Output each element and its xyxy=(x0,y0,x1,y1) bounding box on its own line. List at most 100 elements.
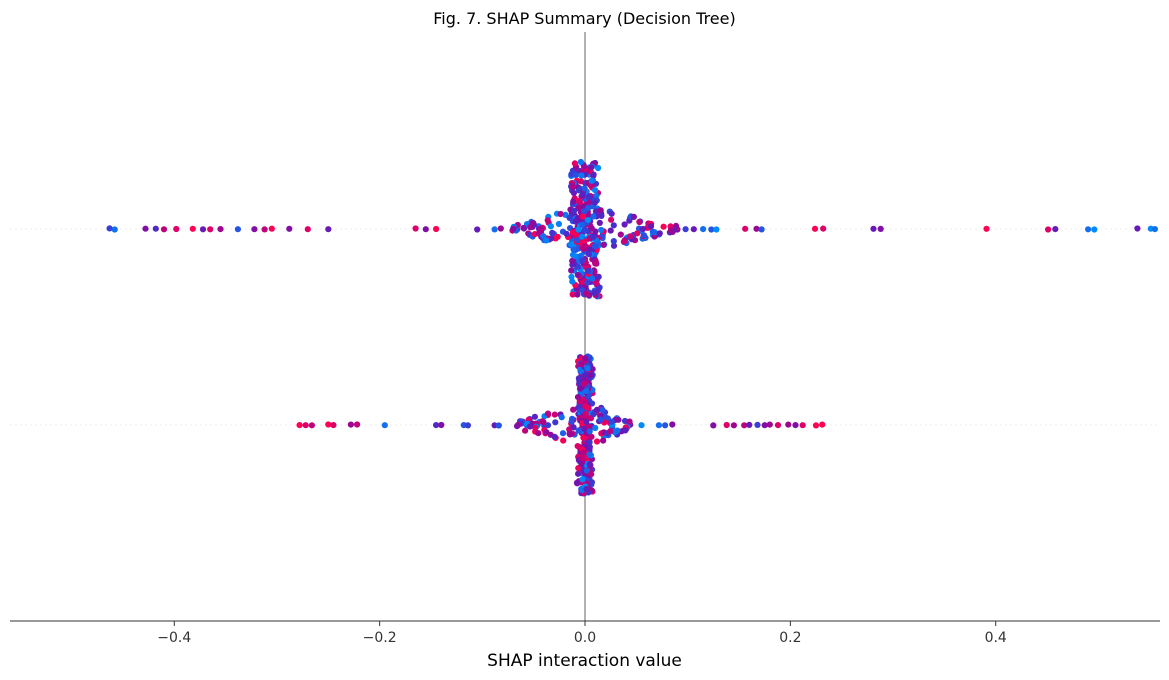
data-point xyxy=(607,227,614,234)
data-point xyxy=(568,241,575,248)
data-point xyxy=(785,421,792,428)
data-point xyxy=(580,208,588,215)
data-point xyxy=(568,273,575,280)
data-point xyxy=(588,225,595,232)
data-point xyxy=(610,238,617,245)
data-point xyxy=(531,413,539,420)
data-point xyxy=(607,428,614,435)
data-point xyxy=(592,187,599,194)
data-point xyxy=(217,226,224,233)
data-point xyxy=(580,434,587,441)
data-point xyxy=(438,421,445,429)
data-point xyxy=(575,263,582,270)
data-point xyxy=(106,225,113,232)
data-point xyxy=(579,257,586,264)
data-point xyxy=(583,290,590,297)
data-point xyxy=(575,465,582,472)
data-point xyxy=(591,289,598,296)
data-point xyxy=(559,430,567,437)
data-point xyxy=(647,223,655,230)
data-point xyxy=(586,439,593,446)
data-point xyxy=(599,406,606,413)
data-point xyxy=(579,455,586,462)
data-point xyxy=(1045,226,1052,233)
data-point xyxy=(621,238,628,245)
data-point xyxy=(576,377,583,384)
data-point xyxy=(152,225,159,232)
data-point xyxy=(566,430,573,437)
data-point xyxy=(761,422,768,429)
data-point xyxy=(586,461,593,468)
data-point xyxy=(570,424,577,431)
data-point xyxy=(433,422,440,429)
data-point xyxy=(585,212,592,219)
data-point xyxy=(207,226,214,233)
data-point xyxy=(570,406,577,413)
data-point xyxy=(746,421,753,428)
data-point xyxy=(614,427,621,434)
data-point xyxy=(325,226,332,233)
x-tick-label: 0.4 xyxy=(985,630,1007,646)
data-point xyxy=(1134,225,1141,232)
data-point xyxy=(597,207,604,214)
data-point xyxy=(690,226,697,233)
data-point xyxy=(582,411,589,418)
data-point xyxy=(758,226,765,233)
data-point xyxy=(626,418,633,425)
data-point xyxy=(582,403,589,410)
data-point xyxy=(579,221,586,228)
data-point xyxy=(574,271,582,279)
data-point xyxy=(575,470,582,477)
data-point xyxy=(544,217,551,224)
data-point xyxy=(584,365,591,372)
data-point xyxy=(590,234,597,241)
data-point xyxy=(579,213,587,220)
data-point xyxy=(591,243,599,250)
data-point xyxy=(580,380,588,387)
data-point xyxy=(412,225,419,232)
data-point xyxy=(610,222,617,229)
data-point xyxy=(1052,226,1059,233)
data-point xyxy=(570,246,577,253)
data-point xyxy=(111,226,118,233)
data-point xyxy=(638,422,645,429)
data-point xyxy=(583,388,590,395)
data-point xyxy=(574,237,581,244)
data-point xyxy=(543,429,550,436)
data-point xyxy=(491,226,498,233)
data-point xyxy=(582,355,589,362)
data-point xyxy=(526,423,534,430)
data-point xyxy=(574,443,581,450)
data-point xyxy=(753,225,760,232)
chart-title: Fig. 7. SHAP Summary (Decision Tree) xyxy=(433,9,735,28)
data-point xyxy=(583,418,590,425)
data-point xyxy=(588,372,595,379)
data-point xyxy=(589,366,596,373)
data-point xyxy=(569,257,576,264)
data-point xyxy=(576,199,584,206)
data-point xyxy=(558,414,565,421)
data-point xyxy=(588,164,595,171)
data-point xyxy=(656,230,663,237)
data-point xyxy=(540,418,547,426)
data-point xyxy=(598,226,605,234)
data-point xyxy=(569,278,576,285)
data-point xyxy=(581,185,588,192)
data-points xyxy=(106,158,1158,497)
data-point xyxy=(819,421,826,428)
data-point xyxy=(234,226,241,233)
data-point xyxy=(595,273,602,280)
data-point xyxy=(597,416,604,423)
data-point xyxy=(578,361,585,368)
data-point xyxy=(662,422,669,429)
data-point xyxy=(571,160,579,167)
data-point xyxy=(547,223,555,230)
data-point xyxy=(581,243,589,250)
data-point xyxy=(575,427,582,434)
data-point xyxy=(586,445,593,452)
data-point xyxy=(588,177,595,184)
data-point xyxy=(590,213,597,220)
data-point xyxy=(142,225,149,232)
data-point xyxy=(593,406,601,413)
